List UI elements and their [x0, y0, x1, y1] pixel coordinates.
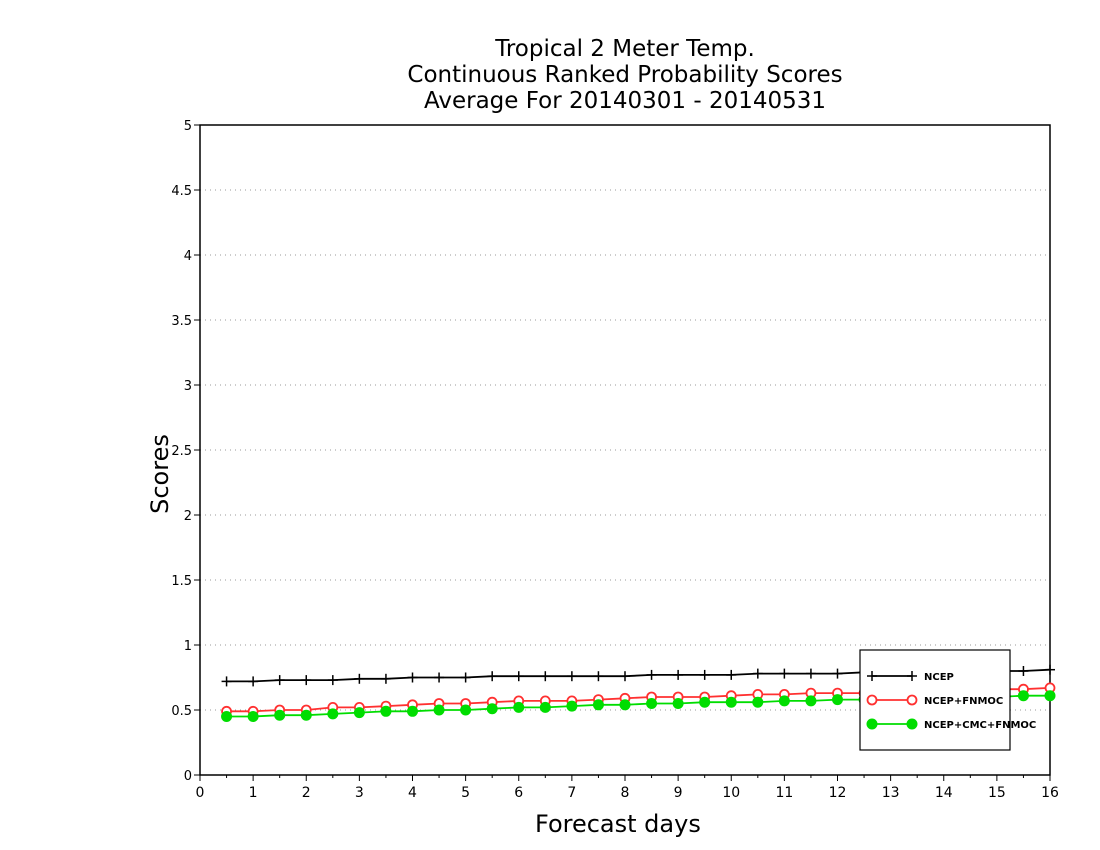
data-point-ncep-cmc-fnmoc	[1044, 690, 1056, 702]
data-point-ncep-cmc-fnmoc	[619, 699, 631, 711]
legend: NCEP NCEP+FNMOC NCEP+CMC+FNMOC	[859, 649, 1036, 751]
data-point-ncep-cmc-fnmoc	[221, 711, 233, 722]
data-point-ncep	[752, 668, 763, 679]
data-point-ncep	[221, 676, 232, 687]
x-axis-label: Forecast days	[535, 810, 701, 838]
chart-title-line-3: Average For 20140301 - 20140531	[423, 88, 827, 114]
legend-marker	[907, 671, 917, 681]
data-point-ncep-cmc-fnmoc	[486, 703, 498, 715]
legend-marker	[867, 671, 877, 681]
legend-marker	[906, 694, 918, 706]
data-point-ncep	[1045, 664, 1055, 675]
x-tick-label: 0	[196, 785, 205, 801]
data-point-ncep	[380, 673, 391, 684]
data-point-ncep	[646, 669, 657, 680]
y-axis-label: Scores	[146, 434, 174, 514]
data-point-ncep	[832, 668, 843, 679]
data-point-ncep-cmc-fnmoc	[566, 700, 578, 712]
data-point-ncep-cmc-fnmoc	[1017, 690, 1029, 702]
data-point-ncep	[699, 669, 710, 680]
y-tick-label: 2.5	[171, 444, 192, 459]
data-point-ncep-cmc-fnmoc	[805, 695, 817, 707]
x-tick-label: 13	[882, 785, 900, 801]
y-axis: 0 0.5 1 1.5 2 2.5 3 3.5 4 4.5 5	[171, 119, 200, 784]
data-point-ncep	[540, 671, 551, 682]
data-point-ncep	[620, 671, 630, 682]
data-point-ncep	[513, 671, 524, 682]
data-point-ncep	[1018, 666, 1029, 676]
x-tick-label: 15	[988, 785, 1006, 801]
gridlines	[200, 189, 1050, 711]
y-tick-label: 4.5	[171, 184, 192, 199]
x-tick-label: 7	[567, 785, 576, 801]
y-tick-label: 0	[184, 769, 192, 784]
data-point-ncep-cmc-fnmoc	[778, 695, 790, 707]
data-point-ncep-cmc-fnmoc	[539, 701, 551, 713]
data-point-ncep-cmc-fnmoc	[274, 709, 286, 721]
legend-label: NCEP+CMC+FNMOC	[924, 720, 1036, 731]
data-point-ncep	[407, 672, 418, 683]
y-tick-label: 4	[184, 249, 192, 264]
data-point-ncep-cmc-fnmoc	[832, 694, 843, 706]
data-point-ncep	[248, 676, 259, 687]
legend-marker	[866, 694, 878, 706]
data-point-ncep	[274, 675, 285, 686]
x-tick-label: 5	[461, 785, 470, 801]
x-tick-label: 12	[829, 785, 847, 801]
data-point-ncep-cmc-fnmoc	[699, 696, 711, 708]
data-point-ncep-cmc-fnmoc	[433, 704, 445, 716]
data-point-ncep-cmc-fnmoc	[327, 708, 339, 720]
y-tick-label: 3	[184, 379, 192, 394]
data-point-ncep-cmc-fnmoc	[380, 705, 392, 717]
data-point-ncep	[593, 671, 604, 682]
x-tick-label: 2	[302, 785, 311, 801]
data-point-ncep-cmc-fnmoc	[353, 707, 365, 719]
x-tick-label: 1	[249, 785, 258, 801]
data-point-ncep	[327, 675, 338, 686]
data-point-ncep-cmc-fnmoc	[646, 698, 658, 709]
data-point-ncep	[779, 668, 790, 679]
data-point-ncep-cmc-fnmoc	[407, 705, 418, 717]
x-tick-label: 8	[621, 785, 630, 801]
data-point-ncep	[460, 672, 471, 683]
x-tick-label: 4	[408, 785, 417, 801]
data-point-ncep-cmc-fnmoc	[300, 709, 312, 721]
y-tick-label: 2	[184, 509, 192, 524]
x-axis: 0 1 2 3 4 5 6 7 8 9 10 11 12 13 14 15 16	[196, 775, 1059, 801]
y-tick-label: 1.5	[171, 574, 192, 589]
data-point-ncep	[566, 671, 577, 682]
data-point-ncep	[673, 669, 684, 680]
data-point-ncep-cmc-fnmoc	[460, 704, 472, 716]
legend-label: NCEP+FNMOC	[924, 696, 1003, 707]
y-tick-label: 3.5	[171, 314, 192, 329]
x-tick-label: 6	[514, 785, 523, 801]
data-point-ncep-cmc-fnmoc	[592, 699, 604, 711]
x-tick-label: 10	[722, 785, 740, 801]
data-point-ncep	[301, 675, 312, 686]
x-tick-label: 14	[935, 785, 953, 801]
data-point-ncep	[434, 672, 445, 683]
legend-marker	[866, 718, 878, 730]
data-point-ncep	[805, 668, 816, 679]
data-point-ncep-cmc-fnmoc	[513, 701, 525, 713]
y-tick-label: 1	[184, 639, 192, 654]
x-tick-label: 3	[355, 785, 364, 801]
y-tick-label: 5	[184, 119, 192, 134]
y-tick-label: 0.5	[171, 704, 192, 719]
chart-title-line-2: Continuous Ranked Probability Scores	[407, 62, 843, 88]
x-tick-label: 11	[775, 785, 793, 801]
legend-label: NCEP	[924, 672, 954, 683]
data-point-ncep	[726, 669, 737, 680]
data-point-ncep	[487, 671, 498, 682]
x-tick-label: 9	[674, 785, 683, 801]
x-tick-label: 16	[1041, 785, 1059, 801]
legend-marker	[906, 718, 918, 730]
data-point-ncep-cmc-fnmoc	[247, 711, 259, 722]
data-point-ncep-cmc-fnmoc	[672, 698, 684, 709]
data-point-ncep-cmc-fnmoc	[725, 696, 737, 708]
data-point-ncep-cmc-fnmoc	[752, 696, 764, 708]
chart-title-line-1: Tropical 2 Meter Temp.	[495, 36, 755, 62]
data-point-ncep	[354, 673, 365, 684]
